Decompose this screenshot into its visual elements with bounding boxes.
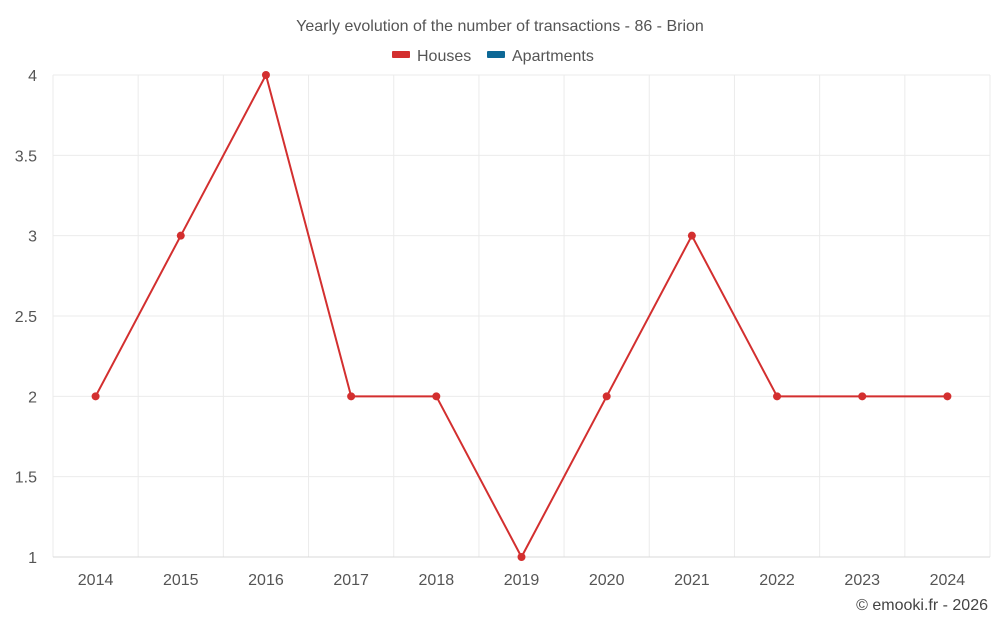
data-point-houses[interactable] [432, 392, 441, 401]
legend-label-apartments: Apartments [512, 48, 594, 65]
data-point-houses[interactable] [773, 392, 782, 401]
x-tick-label: 2023 [844, 572, 880, 589]
data-point-houses[interactable] [91, 392, 100, 401]
data-point-houses[interactable] [943, 392, 952, 401]
legend-item-apartments[interactable]: Apartments [487, 48, 594, 65]
y-tick-label: 1 [28, 550, 37, 567]
y-tick-label: 2.5 [15, 309, 37, 326]
y-tick-label: 4 [28, 68, 37, 85]
x-tick-label: 2015 [163, 572, 199, 589]
legend: Houses Apartments [392, 48, 594, 65]
x-tick-label: 2018 [419, 572, 455, 589]
y-gridlines [53, 74, 990, 478]
x-tick-label: 2020 [589, 572, 625, 589]
series-layer [91, 71, 952, 561]
y-tick-label: 2 [28, 389, 37, 406]
y-tick-label: 1.5 [15, 470, 37, 487]
x-tick-label: 2017 [333, 572, 369, 589]
x-axis-ticks: 2014 2015 2016 2017 2018 2019 2020 2021 2022 2023… [78, 572, 966, 589]
legend-item-houses[interactable]: Houses [392, 48, 471, 65]
y-axis-ticks: 1 1.5 2 2.5 3 3.5 4 [15, 68, 37, 567]
data-point-houses[interactable] [261, 71, 270, 79]
y-tick-label: 3 [28, 229, 37, 246]
credit-text: © emooki.fr - 2026 [856, 597, 988, 614]
chart-title: Yearly evolution of the number of transa… [296, 18, 704, 35]
legend-swatch-houses [392, 51, 410, 58]
x-tick-label: 2014 [78, 572, 114, 589]
legend-label-houses: Houses [417, 48, 471, 65]
data-point-houses[interactable] [176, 231, 185, 240]
x-tick-label: 2022 [759, 572, 795, 589]
x-tick-label: 2016 [248, 572, 284, 589]
legend-swatch-apartments [487, 51, 505, 58]
data-point-houses[interactable] [858, 392, 867, 401]
x-tick-label: 2024 [930, 572, 966, 589]
data-point-houses[interactable] [347, 392, 356, 401]
x-tick-label: 2021 [674, 572, 710, 589]
y-tick-label: 3.5 [15, 148, 37, 165]
x-tick-label: 2019 [504, 572, 540, 589]
data-point-houses[interactable] [517, 553, 526, 561]
data-point-houses[interactable] [602, 392, 611, 401]
data-point-houses[interactable] [687, 231, 696, 240]
